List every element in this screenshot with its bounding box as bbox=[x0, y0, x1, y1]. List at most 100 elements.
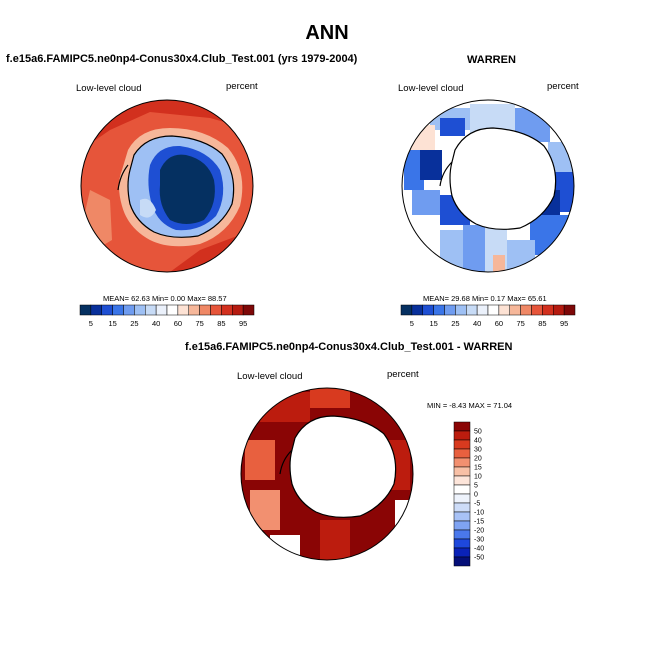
diff-colorbar-swatch bbox=[453, 448, 471, 459]
model-colorbar-swatch bbox=[145, 304, 157, 316]
diff-colorbar-swatch bbox=[453, 538, 471, 549]
obs-colorbar-tick: 25 bbox=[451, 319, 459, 328]
model-colorbar-tick: 25 bbox=[130, 319, 138, 328]
obs-colorbar-swatch bbox=[542, 304, 554, 316]
diff-colorbar-swatch bbox=[453, 439, 471, 450]
obs-colorbar-swatch bbox=[563, 304, 576, 316]
obs-cell bbox=[404, 150, 424, 190]
obs-units-label: percent bbox=[547, 81, 579, 92]
obs-cell bbox=[412, 190, 440, 215]
obs-colorbar-tick: 15 bbox=[429, 319, 437, 328]
obs-colorbar-tick: 5 bbox=[410, 319, 414, 328]
obs-cell bbox=[530, 215, 574, 255]
diff-cell bbox=[310, 388, 350, 408]
model-north-band bbox=[81, 100, 253, 150]
obs-colorbar-tick: 60 bbox=[495, 319, 503, 328]
model-colorbar-swatch bbox=[177, 304, 189, 316]
diff-colorbar-swatch bbox=[453, 556, 471, 567]
diff-colorbar-swatch bbox=[453, 466, 471, 477]
model-peninsula bbox=[117, 164, 129, 191]
diff-cell bbox=[395, 500, 413, 530]
model-colorbar-swatch bbox=[210, 304, 222, 316]
model-colorbar-tick: 40 bbox=[152, 319, 160, 328]
diff-colorbar-swatch bbox=[453, 457, 471, 468]
obs-variable-label: Low-level cloud bbox=[398, 83, 464, 94]
model-colorbar-swatch bbox=[232, 304, 244, 316]
diff-colorbar-tick: -30 bbox=[474, 537, 484, 544]
model-colorbar-swatch bbox=[112, 304, 124, 316]
obs-map bbox=[402, 100, 574, 272]
diff-colorbar-swatch bbox=[453, 520, 471, 531]
diff-colorbar-swatch bbox=[453, 502, 471, 513]
obs-colorbar-swatch bbox=[487, 304, 500, 316]
diff-colorbar-tick: 50 bbox=[474, 429, 482, 436]
obs-colorbar-swatch bbox=[553, 304, 565, 316]
model-colorbar-swatch bbox=[79, 304, 92, 316]
model-colorbar-swatch bbox=[188, 304, 200, 316]
diff-peninsula bbox=[279, 449, 293, 475]
obs-colorbar-swatch bbox=[509, 304, 521, 316]
diff-colorbar-tick: 30 bbox=[474, 447, 482, 454]
model-stats: MEAN= 62.63 Min= 0.00 Max= 88.57 bbox=[103, 294, 227, 303]
model-colorbar-tick: 85 bbox=[217, 319, 225, 328]
diff-variable-label: Low-level cloud bbox=[237, 371, 303, 382]
model-panel-title: f.e15a6.FAMIPC5.ne0np4-Conus30x4.Club_Te… bbox=[6, 53, 358, 65]
diff-colorbar-swatch bbox=[453, 493, 471, 504]
model-colorbar-tick: 60 bbox=[174, 319, 182, 328]
obs-continent bbox=[449, 127, 557, 230]
obs-panel-title: WARREN bbox=[467, 54, 516, 66]
diff-map-border bbox=[240, 387, 414, 561]
model-colorbar-swatch bbox=[123, 304, 135, 316]
obs-colorbar-swatch bbox=[411, 304, 423, 316]
model-colorbar-swatch bbox=[90, 304, 102, 316]
model-colorbar: 5 15 25 40 60 75 85 95 bbox=[79, 304, 255, 328]
diff-colorbar-tick: -10 bbox=[474, 510, 484, 517]
diff-colorbar-tick: 40 bbox=[474, 438, 482, 445]
diff-colorbar-swatch bbox=[453, 484, 471, 495]
diff-colorbar-swatch bbox=[453, 430, 471, 441]
obs-colorbar-swatch bbox=[400, 304, 413, 316]
diff-colorbar-tick: -20 bbox=[474, 528, 484, 535]
model-colorbar-tick: 5 bbox=[89, 319, 93, 328]
diff-map bbox=[241, 388, 413, 560]
diff-cell bbox=[250, 490, 280, 530]
model-colorbar-tick: 95 bbox=[239, 319, 247, 328]
obs-cell bbox=[440, 118, 465, 136]
model-colorbar-swatch bbox=[199, 304, 211, 316]
model-colorbar-swatch bbox=[242, 304, 255, 316]
obs-colorbar-swatch bbox=[433, 304, 445, 316]
diff-colorbar-tick: -50 bbox=[474, 555, 484, 562]
diff-cell bbox=[320, 520, 350, 560]
diff-cell bbox=[270, 535, 300, 560]
model-ross-region bbox=[140, 198, 156, 218]
diff-units-label: percent bbox=[387, 369, 419, 380]
obs-colorbar-swatch bbox=[444, 304, 456, 316]
diff-colorbar-swatch bbox=[453, 529, 471, 540]
obs-stats: MEAN= 29.68 Min= 0.17 Max= 65.61 bbox=[423, 294, 547, 303]
obs-colorbar-swatch bbox=[476, 304, 489, 316]
obs-colorbar-swatch bbox=[531, 304, 543, 316]
figure-title: ANN bbox=[305, 22, 349, 44]
diff-colorbar-tick: -5 bbox=[474, 501, 480, 508]
model-colorbar-tick: 15 bbox=[108, 319, 116, 328]
diff-colorbar-tick: -40 bbox=[474, 546, 484, 553]
diff-colorbar-swatch bbox=[453, 475, 471, 486]
diff-colorbar-tick: 10 bbox=[474, 474, 482, 481]
obs-colorbar-swatch bbox=[498, 304, 510, 316]
obs-colorbar-swatch bbox=[520, 304, 532, 316]
model-variable-label: Low-level cloud bbox=[76, 83, 142, 94]
model-colorbar-swatch bbox=[221, 304, 233, 316]
diff-continent bbox=[289, 415, 397, 518]
model-colorbar-swatch bbox=[134, 304, 146, 316]
obs-colorbar-swatch bbox=[466, 304, 478, 316]
diff-cell bbox=[260, 392, 310, 422]
obs-colorbar-tick: 75 bbox=[516, 319, 524, 328]
obs-cell bbox=[420, 150, 442, 180]
obs-colorbar-swatch bbox=[455, 304, 467, 316]
diff-colorbar-tick: -15 bbox=[474, 519, 484, 526]
obs-cell bbox=[405, 125, 435, 150]
model-interior-core bbox=[159, 154, 215, 224]
model-units-label: percent bbox=[226, 81, 258, 92]
